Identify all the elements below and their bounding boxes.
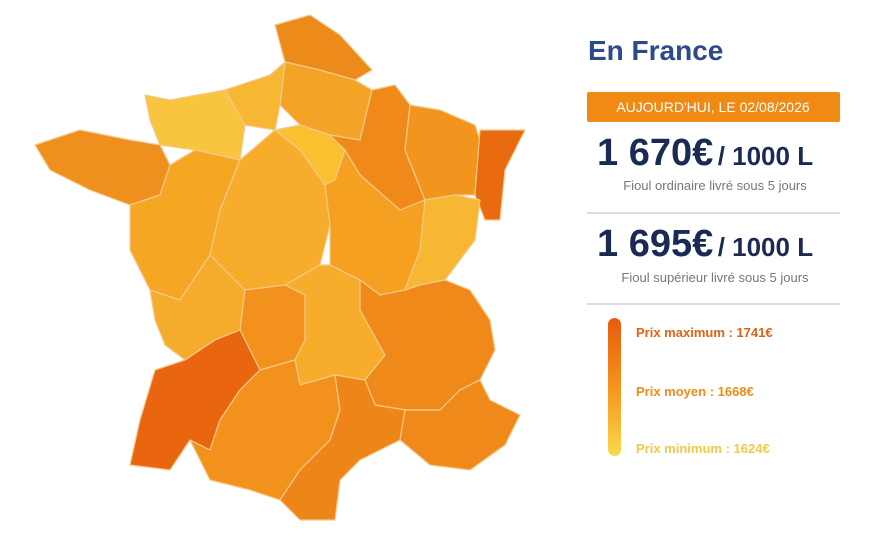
price-value: 1 695€ bbox=[597, 223, 713, 265]
price: 1 695€ / 1000 L bbox=[597, 223, 813, 265]
price-unit: / 1000 L bbox=[718, 141, 814, 171]
date-banner: AUJOURD'HUI, LE 02/08/2026 bbox=[616, 99, 810, 115]
legend-label: Prix minimum : 1624€ bbox=[636, 441, 770, 456]
date-banner-bg bbox=[587, 92, 840, 122]
price-description: Fioul ordinaire livré sous 5 jours bbox=[623, 178, 807, 193]
region bbox=[474, 129, 526, 221]
title: En France bbox=[588, 35, 723, 66]
region bbox=[399, 379, 521, 471]
legend-label: Prix moyen : 1668€ bbox=[636, 384, 754, 399]
region bbox=[279, 374, 406, 521]
legend-gradient bbox=[608, 318, 621, 456]
price: 1 670€ / 1000 L bbox=[597, 132, 813, 174]
france-map bbox=[34, 14, 526, 521]
legend-label: Prix maximum : 1741€ bbox=[636, 325, 773, 340]
region bbox=[34, 129, 171, 206]
price-unit: / 1000 L bbox=[718, 232, 814, 262]
price-value: 1 670€ bbox=[597, 132, 713, 174]
price-description: Fioul supérieur livré sous 5 jours bbox=[621, 270, 809, 285]
